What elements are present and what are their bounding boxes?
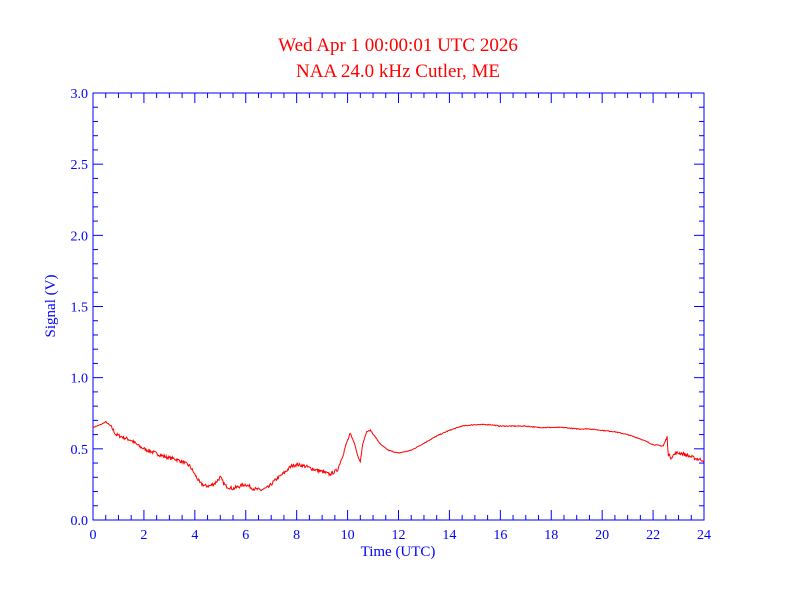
x-tick-label: 0 <box>90 528 97 543</box>
x-tick-label: 12 <box>392 528 406 543</box>
plot-frame <box>92 92 705 521</box>
y-tick-label: 3.0 <box>71 87 89 102</box>
x-axis-title: Time (UTC) <box>361 544 436 560</box>
x-tick-label: 10 <box>341 528 355 543</box>
x-tick-label: 2 <box>140 528 147 543</box>
major-ticks <box>92 92 705 521</box>
y-axis-tick-labels: 0.0 0.5 1.0 1.5 2.0 2.5 3.0 <box>71 87 89 529</box>
y-tick-label: 2.5 <box>71 158 89 173</box>
x-tick-label: 20 <box>595 528 609 543</box>
chart-subtitle: NAA 24.0 kHz Cutler, ME <box>296 61 500 82</box>
chart-title: Wed Apr 1 00:00:01 UTC 2026 <box>278 35 518 56</box>
x-tick-label: 18 <box>544 528 558 543</box>
y-tick-label: 0.0 <box>71 514 89 529</box>
x-tick-label: 16 <box>493 528 507 543</box>
x-tick-label: 8 <box>293 528 300 543</box>
y-tick-label: 1.5 <box>71 301 89 316</box>
y-tick-label: 0.5 <box>71 443 89 458</box>
x-tick-label: 14 <box>442 528 456 543</box>
signal-series-line <box>92 420 705 492</box>
y-axis-title: Signal (V) <box>43 275 59 338</box>
x-axis-tick-labels: 0 2 4 6 8 10 12 14 16 18 20 22 24 <box>90 528 712 543</box>
x-tick-label: 6 <box>242 528 249 543</box>
x-tick-label: 4 <box>191 528 198 543</box>
y-tick-label: 2.0 <box>71 229 89 244</box>
y-tick-label: 1.0 <box>71 372 89 387</box>
x-tick-label: 22 <box>646 528 660 543</box>
x-tick-label: 24 <box>697 528 711 543</box>
minor-ticks <box>93 93 704 520</box>
